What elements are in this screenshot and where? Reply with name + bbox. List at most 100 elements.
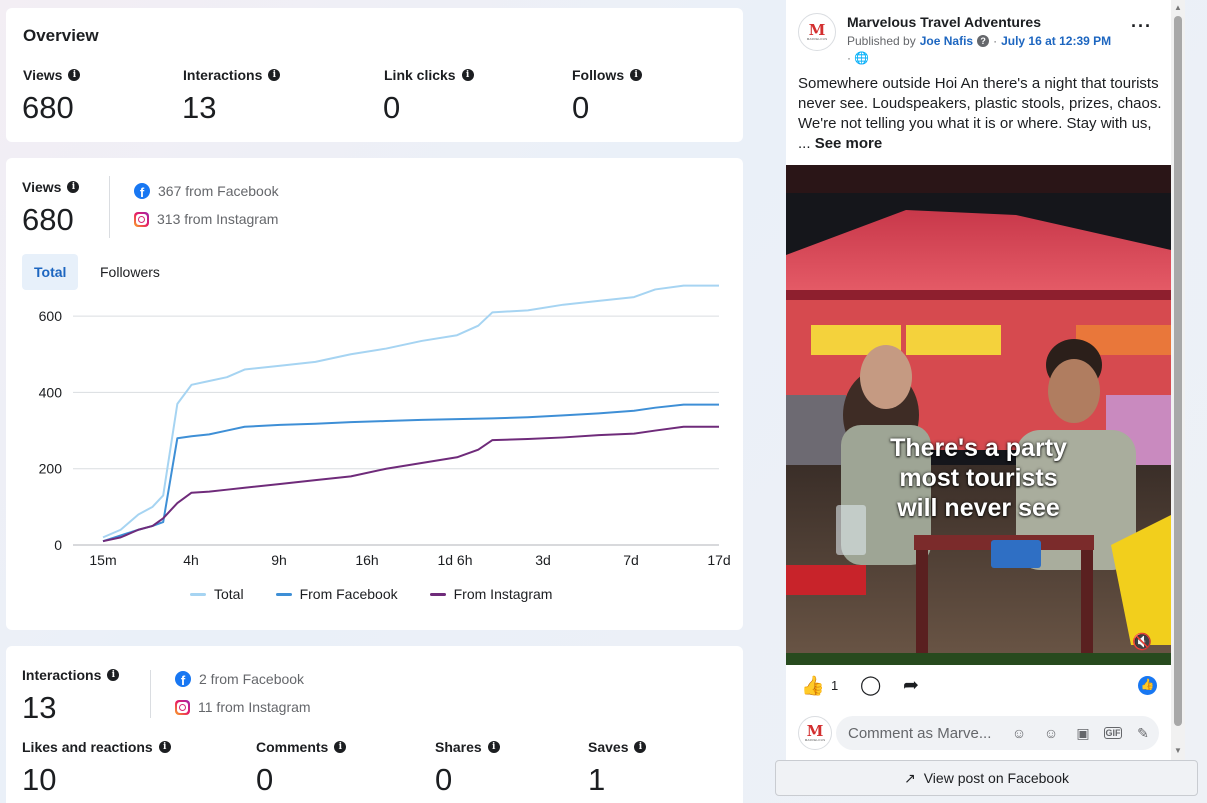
info-icon[interactable]: i: [634, 741, 647, 753]
post-preview: M MARVELOUS Marvelous Travel Adventures …: [786, 0, 1171, 760]
y-tick-label: 600: [39, 308, 63, 324]
views-instagram-source: 313 from Instagram: [134, 211, 278, 227]
x-tick-label: 17d: [707, 552, 730, 568]
page-name[interactable]: Marvelous Travel Adventures: [847, 14, 1042, 30]
views-metric-label: Views i: [23, 67, 81, 83]
sticker-icon[interactable]: ✎: [1137, 724, 1149, 741]
post-video[interactable]: There's a party most tourists will never…: [786, 165, 1171, 665]
see-more-link[interactable]: See more: [814, 135, 883, 152]
info-icon[interactable]: i: [67, 181, 80, 193]
interactions-instagram-source: 11 from Instagram: [175, 699, 311, 715]
question-icon[interactable]: ?: [977, 35, 990, 47]
like-reaction-icon: 👍: [1138, 676, 1157, 695]
commenter-avatar[interactable]: M MARVELOUS: [798, 716, 832, 750]
likes-value: 10: [22, 762, 57, 797]
scroll-up-arrow[interactable]: ▲: [1174, 3, 1182, 12]
like-count: 1: [831, 678, 839, 693]
overview-title: Overview: [23, 26, 99, 45]
views-facebook-source: f 367 from Facebook: [134, 183, 279, 199]
views-metric-value: 680: [22, 90, 74, 125]
tab-total[interactable]: Total: [22, 254, 79, 290]
comments-value: 0: [256, 762, 274, 797]
interactions-label: Interactions i: [22, 667, 120, 683]
views-label: Views i: [22, 179, 80, 195]
legend-item-facebook[interactable]: From Facebook: [275, 586, 398, 602]
series-line-total: [102, 284, 719, 539]
post-text: Somewhere outside Hoi An there's a night…: [798, 75, 1162, 152]
instagram-icon: [134, 211, 149, 227]
info-icon[interactable]: i: [334, 741, 347, 753]
x-tick-label: 15m: [89, 552, 116, 568]
comments-label: Comments i: [256, 739, 347, 755]
x-tick-label: 1d 6h: [437, 552, 472, 568]
shares-label: Shares i: [435, 739, 500, 755]
video-scene: [786, 165, 1171, 665]
info-icon[interactable]: i: [107, 669, 120, 681]
page-avatar[interactable]: M MARVELOUS: [798, 13, 836, 51]
x-tick-label: 16h: [355, 552, 378, 568]
link-clicks-metric-value: 0: [383, 90, 401, 125]
x-tick-label: 4h: [183, 552, 199, 568]
scrollbar[interactable]: ▲ ▼: [1171, 0, 1185, 760]
interactions-metric-value: 13: [182, 90, 217, 125]
scroll-down-arrow[interactable]: ▼: [1174, 746, 1182, 755]
globe-icon: · 🌐: [847, 51, 870, 65]
legend-item-total[interactable]: Total: [190, 586, 244, 602]
view-post-on-facebook-button[interactable]: ↗ View post on Facebook: [775, 760, 1198, 796]
info-icon[interactable]: i: [487, 741, 500, 753]
interactions-value: 13: [22, 690, 57, 725]
interactions-card: Interactions i 13 f 2 from Facebook 11 f…: [6, 646, 743, 803]
comment-input[interactable]: Comment as Marve... ☺ ☺ ▣ GIF ✎: [836, 716, 1159, 750]
link-clicks-metric-label: Link clicks i: [384, 67, 474, 83]
post-date-link[interactable]: July 16 at 12:39 PM: [1001, 34, 1112, 48]
views-line-chart: 0 200 400 600 15m 4h 9h 16h 1d 6h 3d 7d 17d: [39, 284, 731, 568]
views-card: Views i 680 f 367 from Facebook 313 from…: [6, 158, 743, 630]
x-tick-label: 7d: [623, 552, 639, 568]
follows-metric-value: 0: [572, 90, 590, 125]
published-by-line: Published by Joe Nafis ? · July 16 at 12…: [847, 34, 1112, 48]
info-icon[interactable]: i: [268, 69, 281, 81]
like-icon[interactable]: 👍: [801, 676, 825, 697]
camera-icon[interactable]: ▣: [1076, 724, 1090, 741]
overview-card: Overview Views i 680 Interactions i 13 L…: [6, 8, 743, 142]
instagram-icon: [175, 699, 190, 715]
tab-followers[interactable]: Followers: [100, 264, 160, 280]
mute-icon[interactable]: 🔇: [1132, 634, 1152, 651]
interactions-metric-label: Interactions i: [183, 67, 281, 83]
info-icon[interactable]: i: [68, 69, 81, 81]
video-caption: There's a party most tourists will never…: [890, 434, 1067, 522]
emoji-icon[interactable]: ☺: [1043, 725, 1059, 741]
comment-icon[interactable]: ◯: [860, 675, 882, 696]
more-options-icon[interactable]: ···: [1131, 16, 1152, 36]
chart-legend: Total From Facebook From Instagram: [190, 586, 552, 602]
scroll-thumb[interactable]: [1174, 16, 1182, 726]
shares-value: 0: [435, 762, 453, 797]
legend-item-instagram[interactable]: From Instagram: [429, 586, 552, 602]
y-tick-label: 200: [39, 461, 63, 477]
info-icon[interactable]: i: [158, 741, 171, 753]
gif-icon[interactable]: GIF: [1104, 727, 1122, 739]
divider: [109, 176, 110, 238]
author-link[interactable]: Joe Nafis: [919, 34, 974, 48]
interactions-facebook-source: f 2 from Facebook: [175, 671, 304, 687]
facebook-icon: f: [134, 183, 150, 199]
facebook-icon: f: [175, 671, 191, 687]
divider: [150, 670, 151, 718]
info-icon[interactable]: i: [461, 69, 474, 81]
share-icon[interactable]: ➦: [903, 675, 919, 696]
legend-swatch: [190, 592, 206, 596]
avatar-sticker-icon[interactable]: ☺: [1011, 725, 1027, 741]
follows-metric-label: Follows i: [572, 67, 643, 83]
series-line-from-facebook: [102, 403, 719, 543]
post-actions: 👍 1 ◯ ➦ 👍: [786, 670, 1171, 700]
views-value: 680: [22, 202, 74, 237]
likes-label: Likes and reactions i: [22, 739, 171, 755]
saves-value: 1: [588, 762, 606, 797]
series-line-from-instagram: [102, 425, 719, 543]
saves-label: Saves i: [588, 739, 647, 755]
info-icon[interactable]: i: [630, 69, 643, 81]
y-tick-label: 400: [39, 384, 63, 400]
x-tick-label: 9h: [271, 552, 287, 568]
legend-swatch: [275, 592, 292, 596]
y-tick-label: 0: [54, 537, 62, 553]
